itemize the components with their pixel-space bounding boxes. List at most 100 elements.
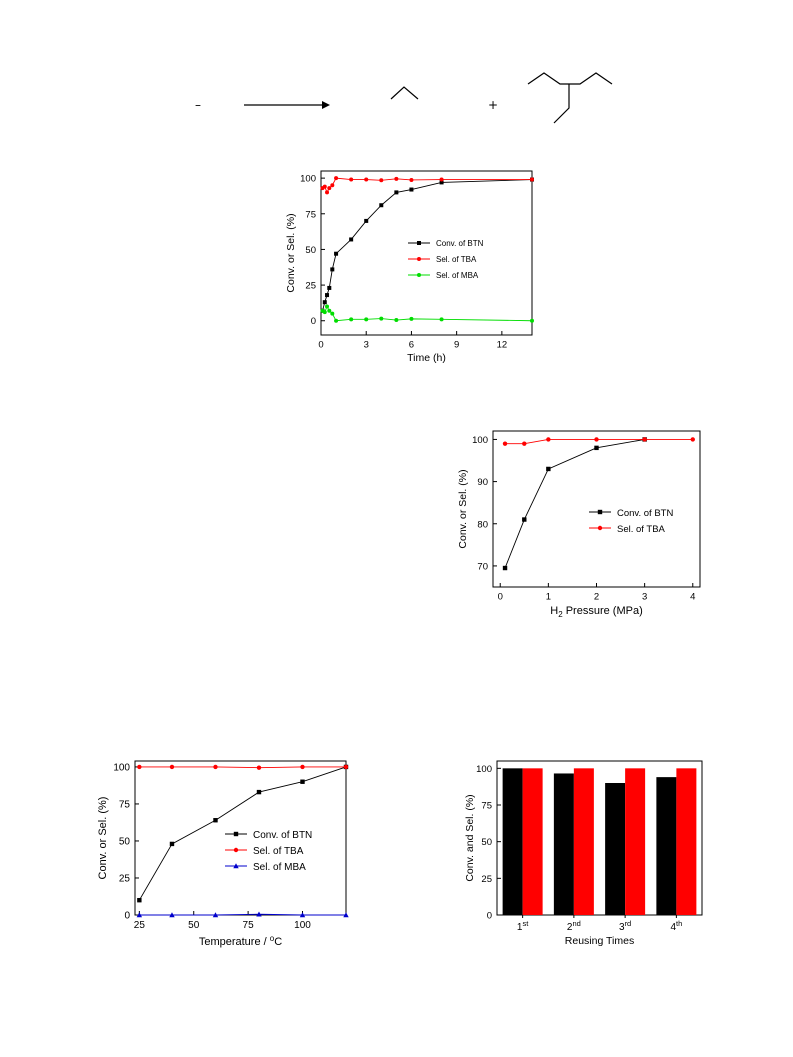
bar: [605, 783, 626, 915]
data-point: [213, 764, 218, 770]
x-tick-label: 3: [364, 340, 369, 351]
data-point: [394, 190, 399, 195]
data-point: [349, 237, 354, 242]
y-tick-label: 75: [481, 801, 492, 812]
legend-label: Sel. of TBA: [436, 255, 477, 264]
legend-label: Sel. of MBA: [436, 271, 479, 280]
minus-sign: –: [195, 98, 201, 112]
x-tick-label: 0: [318, 340, 323, 351]
data-point: [439, 317, 444, 322]
y-tick-label: 90: [477, 477, 488, 488]
data-point: [334, 318, 339, 323]
data-point: [169, 841, 175, 847]
data-point: [439, 180, 444, 185]
data-point: [256, 911, 262, 917]
data-point: [530, 177, 534, 182]
series-line: [505, 438, 693, 445]
y-axis-label: Conv. or Sel. (%): [457, 469, 469, 548]
legend-label: Sel. of MBA: [253, 862, 306, 873]
reaction-arrow-head: [322, 101, 330, 109]
data-point: [169, 912, 175, 918]
x-tick-label: 1: [546, 592, 551, 603]
y-tick-label: 0: [311, 316, 316, 327]
x-axis-label: Temperature / oC: [199, 934, 282, 948]
data-point: [379, 316, 384, 321]
x-tick-label: 75: [243, 920, 255, 931]
legend-label: Sel. of TBA: [253, 846, 304, 857]
legend-marker: [233, 831, 239, 837]
x-tick-label: 3rd: [619, 919, 631, 933]
data-point: [299, 912, 306, 918]
legend-marker: [233, 863, 239, 869]
series-line: [322, 179, 533, 311]
data-point: [349, 317, 354, 322]
x-tick-label: 4: [690, 592, 695, 603]
data-point: [327, 308, 332, 313]
y-axis-label: Conv. or Sel. (%): [285, 213, 297, 292]
legend-label: Sel. of TBA: [617, 524, 666, 535]
data-point: [364, 218, 369, 223]
product-2-skeleton: [527, 72, 613, 85]
series-0: [502, 437, 647, 571]
data-point: [546, 466, 551, 472]
data-point: [212, 912, 219, 918]
data-point: [330, 183, 335, 188]
series-1: [502, 437, 695, 446]
series-line: [139, 766, 346, 769]
data-point: [642, 437, 647, 442]
y-tick-label: 100: [476, 764, 492, 775]
legend-marker: [233, 847, 239, 853]
data-point: [137, 764, 142, 770]
legend-marker: [597, 525, 603, 531]
data-point: [379, 178, 384, 183]
legend-label: Conv. of BTN: [617, 508, 673, 519]
data-point: [379, 203, 384, 208]
x-axis-label: H2 Pressure (MPa): [550, 605, 642, 619]
data-point: [256, 765, 262, 770]
data-point: [364, 317, 369, 322]
data-point: [364, 177, 369, 182]
data-point: [169, 764, 175, 770]
series-line: [322, 305, 533, 322]
data-point: [530, 318, 534, 323]
data-point: [502, 565, 508, 571]
y-axis-label: Conv. and Sel. (%): [464, 794, 476, 881]
data-point: [690, 437, 695, 442]
data-point: [439, 177, 444, 182]
x-tick-label: 4th: [670, 919, 682, 933]
data-point: [327, 285, 332, 290]
data-point: [546, 437, 551, 442]
legend-marker: [417, 257, 421, 261]
data-point: [409, 177, 414, 182]
series-line: [504, 438, 645, 569]
x-tick-label: 1st: [517, 919, 529, 933]
data-point: [256, 789, 262, 795]
data-point: [325, 190, 330, 195]
bar: [676, 768, 697, 915]
data-point: [394, 176, 399, 181]
data-point: [394, 318, 399, 323]
series-1: [137, 764, 349, 770]
legend-marker: [417, 273, 421, 277]
x-axis-label: Time (h): [407, 352, 446, 364]
data-point: [522, 517, 527, 522]
data-point: [330, 267, 335, 272]
x-tick-label: 0: [498, 592, 503, 603]
scheme-drawing: [244, 72, 613, 124]
y-tick-label: 25: [119, 873, 131, 884]
plus-sign: +: [488, 98, 499, 112]
data-point: [343, 912, 349, 918]
bar: [573, 768, 594, 915]
y-tick-label: 25: [305, 281, 316, 292]
chart-reuse: 0 25 50 75 100 Conv. and Sel. (%) 1st 2nd 3rd 4th…: [464, 760, 703, 947]
data-point: [213, 818, 218, 823]
legend-label: Conv. of BTN: [253, 830, 312, 841]
y-tick-label: 80: [477, 519, 488, 530]
legend-marker: [597, 509, 603, 515]
data-point: [300, 764, 305, 770]
y-tick-label: 100: [300, 174, 316, 185]
legend-label: Conv. of BTN: [436, 239, 484, 248]
x-tick-label: 6: [409, 340, 414, 351]
series-line: [139, 913, 346, 916]
chart-temperature: 0 25 50 75 100 25 50 75 100 Conv. or Sel. (%) Temp…: [97, 760, 349, 948]
